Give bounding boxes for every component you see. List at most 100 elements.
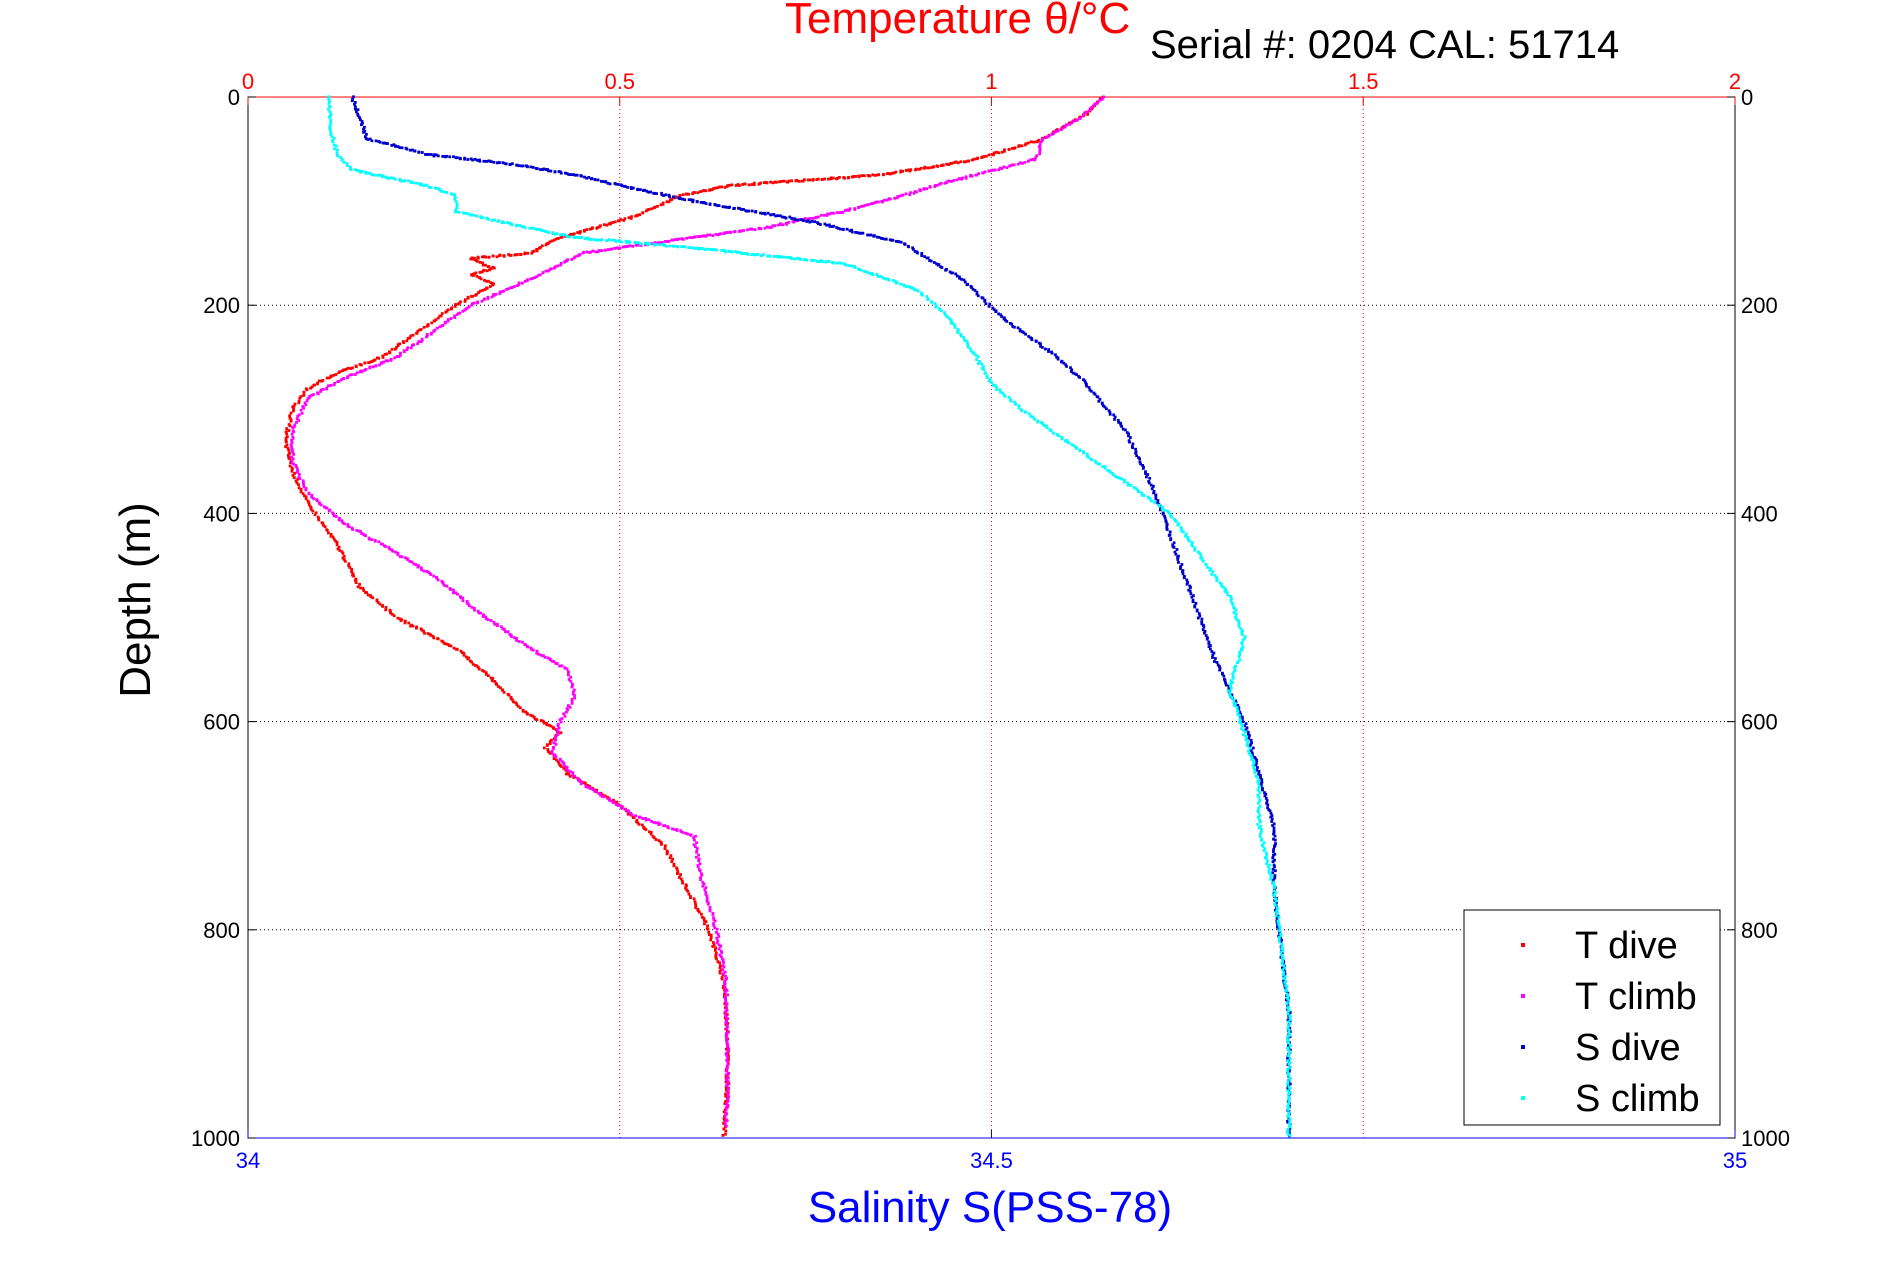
data-point	[672, 244, 676, 248]
data-point	[359, 118, 362, 121]
data-point	[643, 188, 646, 192]
data-point	[291, 467, 294, 471]
data-point	[455, 648, 458, 651]
data-point	[606, 181, 610, 185]
data-point	[600, 238, 604, 241]
data-point	[1249, 739, 1253, 742]
data-point	[370, 538, 374, 541]
data-point	[658, 822, 662, 826]
data-point	[725, 1119, 729, 1123]
data-point	[1275, 908, 1279, 912]
data-point	[1285, 1002, 1289, 1006]
data-point	[1230, 693, 1234, 697]
data-point	[329, 533, 333, 536]
data-point	[563, 235, 567, 238]
data-point	[299, 490, 303, 494]
serial-label: Serial #: 0204 CAL: 51714	[1150, 23, 1619, 67]
data-point	[361, 170, 364, 173]
data-point	[1159, 506, 1163, 510]
data-point	[692, 897, 696, 901]
data-point	[1205, 637, 1209, 641]
data-point	[680, 245, 683, 248]
data-point	[1224, 683, 1228, 687]
data-point	[312, 393, 315, 396]
data-point	[718, 185, 721, 189]
data-point	[512, 700, 515, 704]
data-point	[504, 630, 507, 634]
data-point	[356, 108, 360, 112]
data-point	[929, 259, 933, 263]
data-point	[933, 185, 937, 188]
data-point	[1255, 775, 1259, 779]
data-point	[796, 256, 800, 260]
data-point	[485, 269, 489, 273]
data-point	[553, 170, 557, 174]
data-point	[730, 183, 734, 187]
data-point	[526, 251, 529, 255]
data-point	[644, 817, 648, 820]
data-point	[1272, 863, 1276, 867]
data-point	[1287, 1031, 1291, 1035]
data-point	[1018, 329, 1022, 333]
data-point	[1174, 520, 1178, 523]
data-point	[727, 1076, 730, 1080]
data-point	[1137, 490, 1140, 493]
data-point	[520, 225, 524, 229]
data-point	[332, 136, 336, 140]
data-point	[722, 965, 726, 969]
data-point	[845, 208, 849, 212]
data-point	[285, 443, 289, 447]
data-point	[472, 606, 476, 610]
data-point	[613, 247, 616, 250]
data-point	[347, 564, 351, 568]
data-point	[307, 492, 311, 496]
data-point	[436, 154, 440, 158]
data-point	[363, 361, 367, 365]
data-point	[545, 721, 548, 725]
data-point	[637, 822, 641, 826]
data-point	[985, 376, 989, 379]
data-point	[1135, 454, 1138, 457]
data-point	[344, 367, 348, 371]
data-point	[520, 281, 524, 285]
data-point	[1192, 594, 1195, 598]
data-point	[726, 1080, 730, 1084]
data-point	[925, 295, 929, 298]
data-point	[1148, 476, 1152, 480]
data-point	[355, 110, 358, 114]
data-point	[555, 758, 558, 762]
data-point	[1083, 379, 1087, 383]
data-point	[611, 801, 615, 805]
data-point	[615, 800, 619, 804]
data-point	[949, 319, 953, 323]
data-point	[930, 301, 933, 304]
data-point	[610, 799, 613, 803]
data-point	[378, 173, 382, 177]
data-point	[1273, 908, 1277, 912]
data-point	[540, 244, 544, 248]
data-point	[1063, 125, 1067, 129]
data-point	[403, 179, 407, 183]
data-point	[928, 166, 931, 170]
data-point	[964, 175, 968, 179]
data-point	[752, 252, 755, 256]
data-point	[517, 640, 521, 643]
data-point	[1167, 534, 1171, 537]
data-point	[681, 245, 685, 249]
data-point	[721, 1134, 725, 1137]
data-point	[567, 678, 571, 681]
data-point	[934, 305, 938, 309]
data-point	[336, 380, 340, 384]
data-point	[389, 359, 393, 362]
data-point	[1240, 642, 1244, 646]
data-point	[954, 160, 958, 164]
data-point	[688, 236, 692, 239]
data-point	[697, 853, 700, 857]
data-point	[725, 185, 729, 188]
data-point	[774, 214, 777, 218]
data-point	[1269, 877, 1273, 881]
data-point	[594, 250, 598, 254]
data-point	[499, 686, 502, 690]
data-point	[391, 612, 394, 616]
data-point	[409, 346, 413, 350]
